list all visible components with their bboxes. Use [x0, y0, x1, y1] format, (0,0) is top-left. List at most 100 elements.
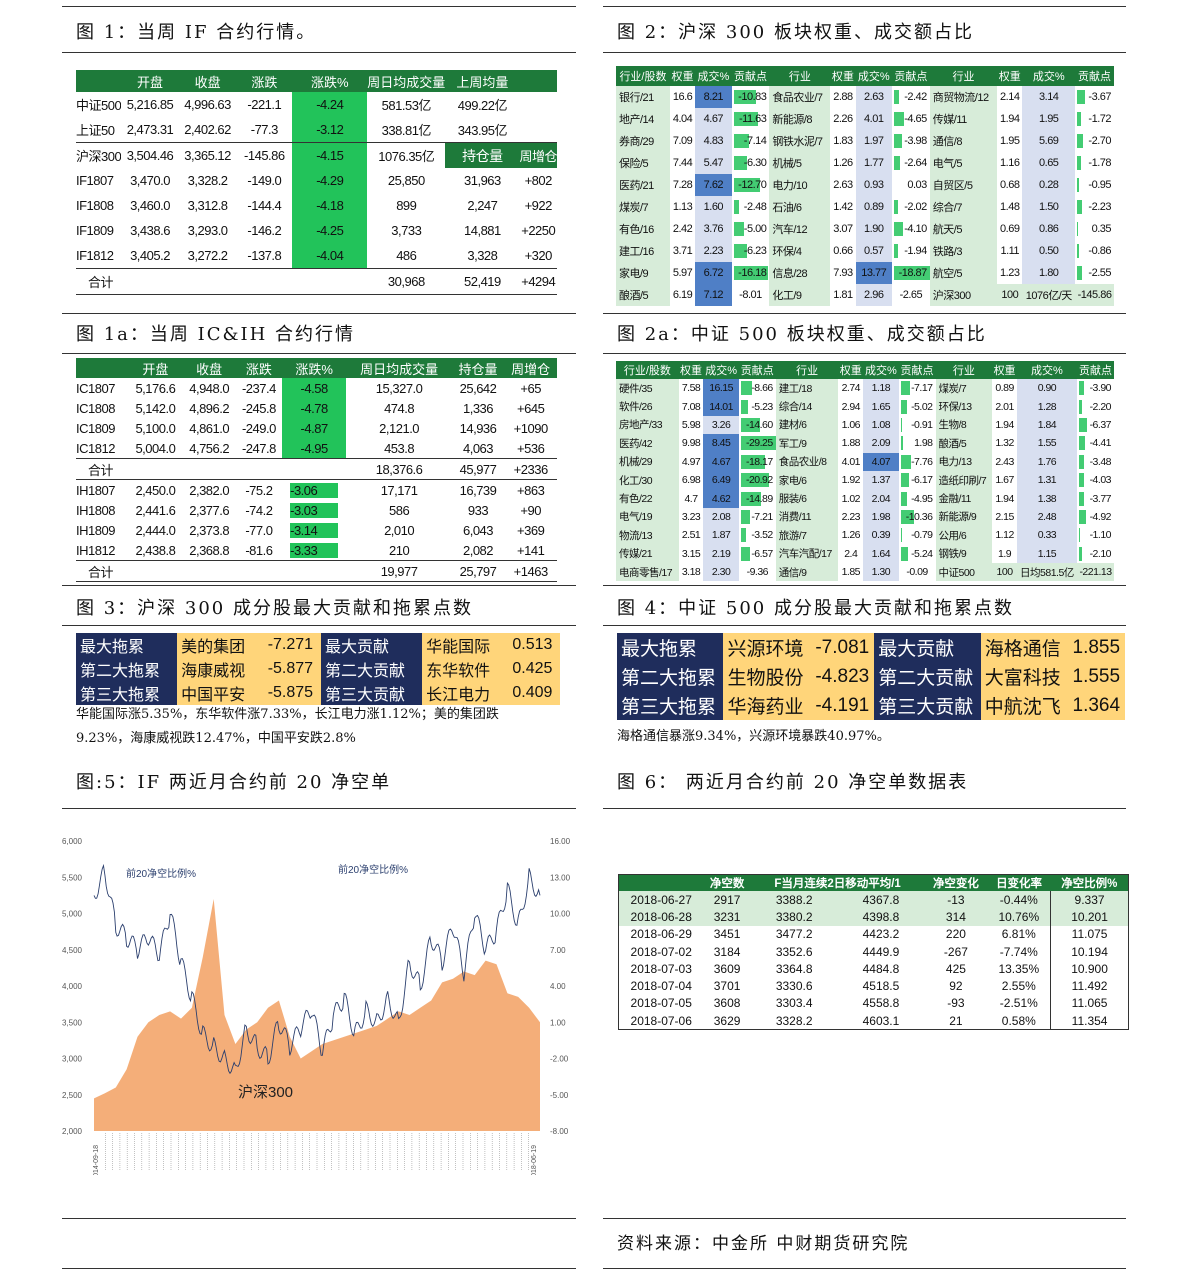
table-cell: +1463: [513, 563, 549, 579]
contribution-bar: [733, 178, 761, 192]
table-cell: 机械/5: [769, 152, 831, 174]
table-cell: 旅游/7: [775, 526, 839, 545]
contribution-bar: [1079, 528, 1081, 543]
table-row: 最大拖累 兴源环境 -7.081 最大贡献 海格通信 1.855: [617, 633, 1125, 662]
contribution-bar: [1077, 200, 1082, 214]
table-cell: 食品农业/7: [769, 86, 831, 108]
column-header: 涨跌: [236, 70, 293, 92]
table-cell: 1.97: [855, 130, 892, 152]
table-cell: 2.43: [995, 455, 1014, 468]
table-cell: 上证50: [76, 123, 115, 138]
table-cell: 14,881: [464, 223, 501, 238]
table-cell: 3364.8: [775, 961, 813, 976]
table-cell: 486: [396, 248, 417, 263]
table-cell: 1.98: [899, 434, 936, 452]
contribution-value: -1.10: [1089, 529, 1112, 542]
table-cell: 家电/9: [616, 262, 670, 284]
column-header: 成交%: [703, 361, 739, 379]
table-cell: -7.74%: [999, 944, 1038, 959]
pct-bar: -3.14: [290, 522, 339, 538]
table-cell: 4.67: [695, 108, 732, 130]
column-header: 上周均量: [445, 70, 520, 92]
table-cell: -4.18: [292, 193, 368, 218]
table-cell: 3,328: [467, 248, 498, 263]
table-cell: -93: [947, 996, 965, 1011]
contribution-value: -3.90: [1089, 382, 1112, 395]
table-cell: 中航沈飞: [980, 691, 1068, 720]
table-cell: -245.8: [241, 400, 276, 416]
table-cell: 1.30: [863, 562, 899, 582]
column-header: 贡献点: [1077, 361, 1114, 379]
table-cell: 公用/6: [935, 526, 993, 545]
table-cell: [519, 92, 557, 117]
column-header: 成交%: [863, 361, 899, 379]
table-cell: 传媒/21: [616, 544, 679, 563]
table-cell: 1.84: [1016, 415, 1077, 435]
contribution-bar: [900, 509, 915, 524]
table-cell: -20.92: [739, 471, 776, 489]
y-right-tick-label: 10.00: [550, 910, 571, 919]
table-row: 建工/16 3.71 2.23 -6.23 环保/4 0.66 0.57 -1.94 铁路/3 1…: [616, 240, 1114, 262]
table-cell: 2.19: [703, 544, 739, 563]
table-cell: IC1809: [76, 420, 115, 436]
table-cell: 2.48: [1016, 507, 1077, 527]
table-cell: 3.14: [1022, 86, 1076, 108]
table-cell: 石油/6: [769, 196, 831, 218]
table-cell: -8.01: [739, 289, 762, 301]
table-cell: 1.48: [1000, 201, 1020, 213]
table-cell: 13.35%: [998, 961, 1040, 976]
table-cell: -7.271: [259, 633, 322, 657]
contribution-bar: [740, 491, 761, 506]
table-cell: 3608: [713, 996, 741, 1011]
y-left-tick-label: 6,000: [62, 837, 83, 846]
table-cell: -0.86: [1075, 240, 1114, 262]
table-cell: 14,936: [459, 420, 497, 436]
contribution-value: -6.30: [743, 157, 767, 169]
table-cell: +802: [524, 173, 553, 188]
table-cell: 酿酒/5: [935, 434, 993, 453]
table-cell: -4.65: [892, 108, 930, 130]
table-cell: 3451: [713, 927, 741, 942]
table-cell: 2,010: [384, 522, 415, 538]
table-cell: 14.01: [703, 397, 739, 416]
column-header: 成交%: [1016, 361, 1077, 379]
table-cell: 1.26: [841, 529, 861, 542]
table-cell: 化工/30: [616, 470, 679, 490]
table-cell: 钢铁/9: [935, 544, 993, 563]
table-cell: 1.95: [1022, 108, 1076, 130]
contribution-value: -20.92: [745, 474, 773, 487]
table-cell: 1.08: [863, 415, 899, 435]
total-row: 合计 19,977 25,797 +1463: [76, 560, 557, 582]
table-cell: 4398.8: [862, 909, 900, 924]
contribution-bar: [733, 112, 759, 126]
contribution-value: -6.23: [743, 245, 767, 257]
table-cell: 第二大拖累: [617, 662, 724, 691]
table-cell: 0.50: [1022, 240, 1076, 262]
table-cell: 3.71: [672, 245, 693, 257]
table-cell: 0.28: [1022, 174, 1076, 196]
net-short-data-table: 净空数 F当月连续2日移动平均/1 净空变化 日变化率 净空比例% 2018-06-27 2…: [618, 874, 1129, 1031]
rule: [603, 1268, 1126, 1269]
table-cell: 7.44: [672, 157, 693, 169]
table-cell: 52,419: [464, 274, 501, 289]
contribution-value: -3.77: [1089, 492, 1112, 505]
table-cell: 电气/19: [616, 507, 679, 527]
contribution-value: -2.42: [904, 91, 927, 103]
table-cell: 4367.8: [862, 892, 900, 907]
column-header: 周日均成交量: [367, 70, 446, 92]
table-cell: 1.50: [1022, 196, 1076, 218]
table-cell: 4.04: [672, 113, 693, 125]
table-cell: 中国平安: [177, 681, 260, 705]
column-header: 开盘: [121, 70, 179, 92]
table-cell: 2.96: [855, 284, 892, 306]
table-cell: -237.4: [241, 380, 276, 396]
table-cell: 5,216.85: [126, 97, 174, 112]
y-left-tick-label: 5,500: [62, 873, 83, 882]
table-cell: 1076.35亿: [378, 149, 435, 164]
contribution-value: -11.63: [739, 113, 767, 125]
table-cell: 7.28: [672, 179, 693, 191]
table-cell: 酿酒/5: [616, 284, 670, 306]
table-cell: -81.6: [245, 542, 273, 558]
table-cell: 1.18: [863, 379, 899, 398]
table-cell: 1.855: [1067, 633, 1125, 662]
